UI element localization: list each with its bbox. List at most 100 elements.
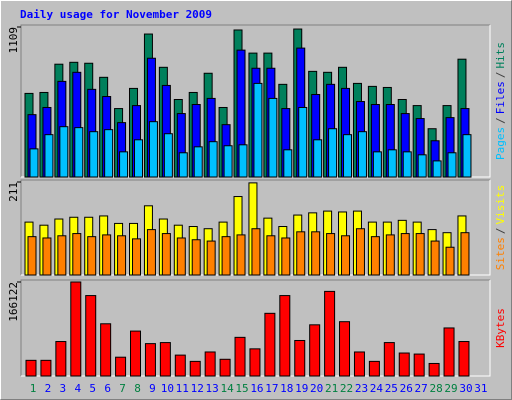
bar xyxy=(85,295,97,377)
bar xyxy=(294,339,306,377)
y-tick-label: 166122 xyxy=(7,282,20,322)
x-tick-label: 24 xyxy=(370,382,384,395)
bar xyxy=(368,360,380,377)
x-tick-label: 25 xyxy=(385,382,398,395)
bar xyxy=(44,134,54,178)
bar xyxy=(132,238,142,276)
bar xyxy=(74,127,84,178)
bar xyxy=(402,151,412,178)
bar xyxy=(432,160,442,178)
x-tick-label: 14 xyxy=(220,382,234,395)
bar xyxy=(234,336,246,377)
bar xyxy=(458,341,470,377)
bar xyxy=(339,321,351,377)
x-tick-label: 20 xyxy=(310,382,323,395)
bar xyxy=(221,236,231,276)
bar xyxy=(206,240,216,276)
x-tick-label: 23 xyxy=(355,382,368,395)
bar xyxy=(298,106,308,178)
legend-entry: KBytes xyxy=(494,308,507,348)
bar xyxy=(328,128,338,178)
bar xyxy=(251,228,261,276)
bar xyxy=(70,281,82,377)
bar xyxy=(204,351,216,377)
x-tick-label: 11 xyxy=(176,382,189,395)
chart-title: Daily usage for November 2009 xyxy=(20,8,212,21)
x-tick-label: 22 xyxy=(340,382,353,395)
bar xyxy=(161,233,171,276)
bar xyxy=(87,236,97,276)
bar xyxy=(100,323,112,377)
bar xyxy=(238,144,248,178)
x-tick-label: 5 xyxy=(89,382,96,395)
bar xyxy=(383,342,395,377)
legend-entry: Sites xyxy=(494,237,507,270)
bar xyxy=(460,232,470,276)
bar xyxy=(144,343,156,377)
legend-separator: / xyxy=(494,228,507,235)
bar xyxy=(355,228,365,276)
bar xyxy=(398,352,410,377)
bar xyxy=(266,235,276,276)
legend-separator: / xyxy=(494,72,507,79)
y-tick-label: 211 xyxy=(7,182,20,202)
bar xyxy=(326,233,336,276)
bar xyxy=(104,129,114,178)
bar xyxy=(264,312,276,377)
bar xyxy=(159,342,171,377)
bar xyxy=(413,353,425,377)
bar xyxy=(146,229,156,276)
bar xyxy=(176,237,186,276)
x-tick-label: 30 xyxy=(459,382,472,395)
bar xyxy=(309,324,321,377)
bar xyxy=(428,362,440,377)
legend-entry: Pages xyxy=(494,127,507,160)
bar xyxy=(72,233,82,276)
bar xyxy=(353,351,365,377)
bar xyxy=(357,131,367,178)
bar xyxy=(387,149,397,178)
x-tick-label: 10 xyxy=(161,382,174,395)
bar xyxy=(311,231,321,276)
x-tick-label: 19 xyxy=(295,382,308,395)
bar xyxy=(89,131,99,178)
bar xyxy=(430,240,440,276)
bar xyxy=(372,151,382,178)
x-tick-label: 15 xyxy=(235,382,248,395)
bar xyxy=(447,152,457,178)
bar xyxy=(174,354,186,377)
x-tick-label: 12 xyxy=(191,382,204,395)
bar xyxy=(163,133,173,178)
bar xyxy=(148,121,158,178)
bar xyxy=(223,145,233,178)
bar xyxy=(208,141,218,178)
legend-separator: / xyxy=(494,117,507,124)
bar xyxy=(415,233,425,276)
bar xyxy=(313,139,323,178)
x-tick-label: 26 xyxy=(400,382,413,395)
x-tick-label: 21 xyxy=(325,382,338,395)
bar xyxy=(400,233,410,276)
x-tick-label: 4 xyxy=(74,382,81,395)
bar xyxy=(134,139,144,178)
x-tick-label: 3 xyxy=(60,382,67,395)
bar xyxy=(268,97,278,178)
x-tick-label: 9 xyxy=(149,382,156,395)
bar xyxy=(117,235,127,276)
bar xyxy=(296,231,306,276)
legend: Pages / Files / Hits xyxy=(494,42,507,160)
bar xyxy=(445,246,455,276)
bar xyxy=(25,359,37,377)
legend: Sites / Visits xyxy=(494,185,507,271)
bar xyxy=(40,359,52,377)
bar xyxy=(283,149,293,178)
x-tick-label: 27 xyxy=(415,382,428,395)
bar xyxy=(57,235,67,276)
bar xyxy=(191,239,201,276)
bar xyxy=(249,348,261,377)
bar xyxy=(55,341,67,377)
bar xyxy=(324,290,336,377)
x-tick-label: 16 xyxy=(250,382,263,395)
